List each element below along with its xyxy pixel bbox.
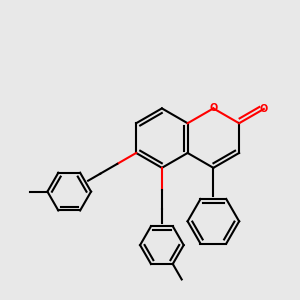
Text: O: O: [209, 103, 218, 113]
Text: O: O: [260, 104, 268, 114]
